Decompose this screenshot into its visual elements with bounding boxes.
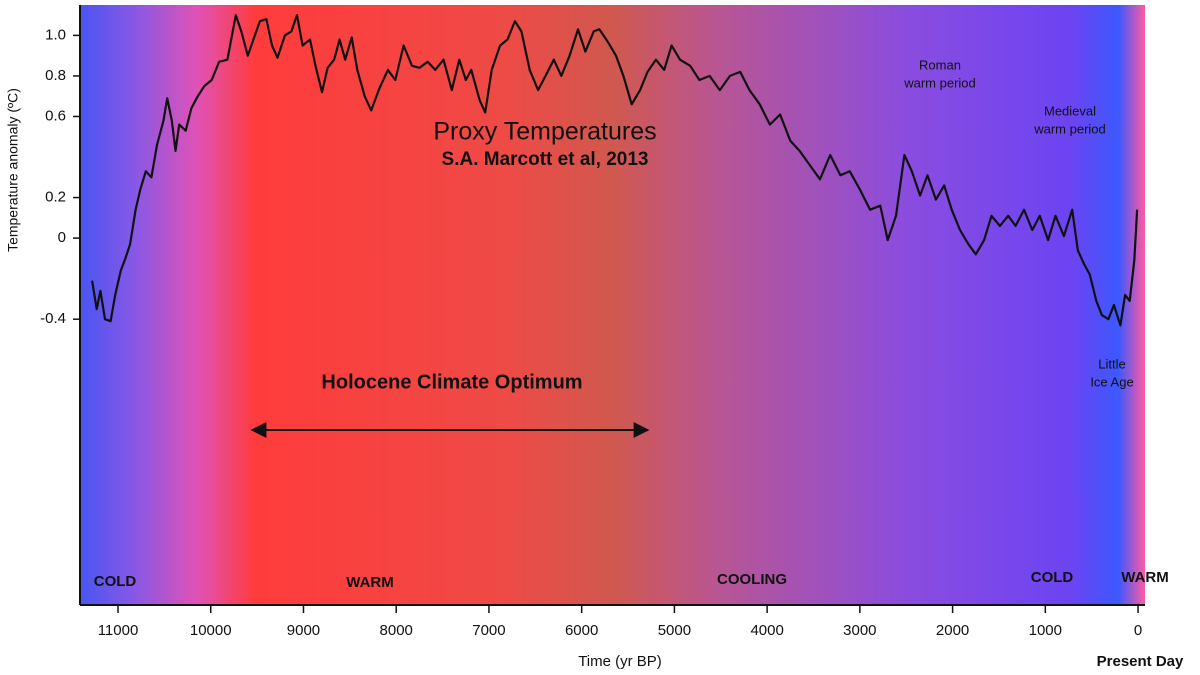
annotation: Ice Age <box>1090 374 1133 389</box>
annotation: WARM <box>346 574 394 591</box>
x-tick-label: 9000 <box>287 622 320 639</box>
annotation: WARM <box>1121 569 1169 586</box>
annotation: Holocene Climate Optimum <box>321 371 582 393</box>
y-tick-label: 1.0 <box>45 26 66 43</box>
annotation: warm period <box>903 75 976 90</box>
x-tick-label: 10000 <box>190 622 232 639</box>
annotation: warm period <box>1033 121 1106 136</box>
annotation: S.A. Marcott et al, 2013 <box>442 149 649 170</box>
x-tick-label: 8000 <box>380 622 413 639</box>
y-tick-label: 0.6 <box>45 107 66 124</box>
plot-background <box>80 5 1145 605</box>
annotation: Medieval <box>1044 103 1096 118</box>
x-tick-label: 3000 <box>843 622 876 639</box>
x-tick-label: 11000 <box>98 622 139 639</box>
y-tick-label: 0 <box>58 229 66 246</box>
annotation: COLD <box>94 573 137 590</box>
annotation: Roman <box>919 57 961 72</box>
x-tick-label: 1000 <box>1029 622 1062 639</box>
x-tick-label: 4000 <box>750 622 783 639</box>
y-axis-label: Temperature anomaly (ºC) <box>5 88 21 252</box>
x-tick-label: 2000 <box>936 622 969 639</box>
annotation: COOLING <box>717 571 787 588</box>
x-tick-label: 7000 <box>472 622 505 639</box>
temperature-line <box>91 14 1139 327</box>
x-tick-label: 5000 <box>658 622 691 639</box>
annotation: Little <box>1098 356 1125 371</box>
annotation: COLD <box>1031 569 1074 586</box>
y-tick-label: 0.8 <box>45 67 66 84</box>
annotation: Proxy Temperatures <box>433 118 656 146</box>
x-axis-label: Time (yr BP) <box>578 653 662 670</box>
x-tick-label: 6000 <box>565 622 598 639</box>
y-tick-label: 0.2 <box>45 189 66 206</box>
present-day-label: Present Day <box>1097 653 1184 670</box>
x-tick-label: 0 <box>1134 622 1142 639</box>
y-tick-label: -0.4 <box>40 310 66 327</box>
